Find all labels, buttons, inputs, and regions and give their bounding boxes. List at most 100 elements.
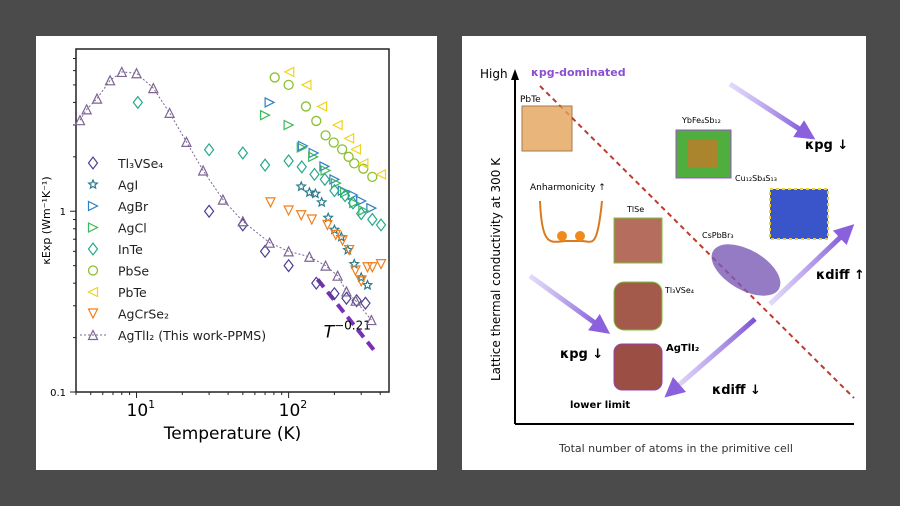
- data-point-Tl3VSe4: [329, 286, 340, 301]
- data-point-AgTlI2: [320, 259, 332, 271]
- data-point-AgTlI2: [164, 107, 176, 119]
- data-point-PbTe: [375, 168, 387, 180]
- pbte-structure: [521, 105, 573, 152]
- left-chart-panel: 101 102 1 0.1 Temperature (K) κExp (Wm⁻¹K⁻¹) T…: [36, 36, 437, 470]
- y-axis-arrow-icon: [511, 69, 519, 80]
- data-point-AgCl: [320, 165, 332, 176]
- data-point-AgTlI2: [81, 103, 93, 115]
- data-point-Tl3VSe4: [203, 204, 215, 219]
- data-point-AgTlI2: [350, 294, 362, 306]
- data-point-PbSe: [367, 171, 378, 182]
- cu12sb4s13-label: Cu₁₂Sb₄S₁₃: [735, 174, 777, 183]
- data-point-AgTlI2: [104, 74, 116, 86]
- legend-label-AgI: AgI: [118, 178, 138, 193]
- kpg-label-top: κpg ↓: [805, 138, 848, 153]
- high-label: High: [480, 67, 508, 81]
- data-point-Tl3VSe4: [360, 296, 371, 311]
- data-point-PbSe: [343, 151, 354, 162]
- legend-marker-AgTlI2: [87, 329, 99, 341]
- data-point-InTe: [283, 154, 294, 168]
- legend-marker-InTe: [87, 242, 99, 256]
- legend-marker-AgBr: [87, 200, 99, 212]
- data-point-AgTlI2: [147, 82, 159, 94]
- data-point-InTe: [329, 183, 340, 198]
- kdiff-increase-arrow: [768, 224, 855, 306]
- cspbbr3-structure: [711, 244, 781, 296]
- data-point-AgBr: [264, 96, 276, 108]
- kpg-label-left: κpg ↓: [560, 347, 603, 362]
- data-point-PbTe: [283, 66, 295, 78]
- data-point-AgCrSe2: [306, 214, 318, 226]
- agtli2-label: AgTlI₂: [666, 343, 699, 354]
- data-point-AgI: [328, 223, 341, 235]
- kpg-decrease-arrow-left: [528, 273, 611, 334]
- data-point-Tl3VSe4: [283, 258, 294, 273]
- y-tick-label: 1: [60, 207, 66, 218]
- data-point-AgTlI2: [181, 136, 192, 147]
- boundary-dashed-line: [539, 85, 855, 399]
- x-axis-label: Temperature (K): [163, 424, 302, 444]
- data-point-AgTlI2: [303, 250, 315, 262]
- x-axis-label: Total number of atoms in the primitive c…: [558, 442, 793, 455]
- data-point-AgBr: [319, 160, 331, 172]
- data-point-PbTe: [357, 157, 369, 169]
- data-point-InTe: [259, 158, 271, 172]
- data-point-AgCrSe2: [330, 229, 342, 241]
- data-point-InTe: [319, 172, 331, 187]
- series-line-AgTlI2: [79, 71, 372, 321]
- data-point-AgTlI2: [365, 314, 377, 326]
- data-point-AgTlI2: [332, 269, 344, 281]
- data-point-InTe: [296, 160, 308, 174]
- data-point-AgTlI2: [197, 164, 209, 176]
- data-point-PbTe: [316, 100, 328, 112]
- plot-frame: [75, 48, 390, 393]
- legend-marker-PbTe: [87, 286, 99, 298]
- data-point-AgI: [295, 180, 307, 192]
- right-diagram-panel: High κpg-dominated Lattice thermal condu…: [462, 36, 866, 470]
- data-point-AgCl: [330, 177, 342, 189]
- data-point-AgCl: [283, 119, 295, 131]
- data-point-InTe: [355, 206, 367, 221]
- kdiff-label-down: κdiff ↓: [712, 383, 761, 398]
- data-point-AgBr: [356, 195, 368, 207]
- data-point-AgCrSe2: [265, 197, 276, 209]
- atom-icon: [557, 231, 567, 241]
- data-point-AgCl: [259, 109, 271, 121]
- legend-label-PbTe: PbTe: [118, 285, 147, 300]
- x-tick-label: 102: [279, 398, 308, 421]
- power-law-annotation: T−0.21: [324, 319, 371, 343]
- data-point-AgI: [303, 186, 316, 198]
- data-point-PbSe: [300, 101, 312, 112]
- data-point-AgCrSe2: [337, 235, 348, 247]
- atom-icon: [575, 231, 585, 241]
- data-point-AgTlI2: [74, 114, 86, 126]
- x-tick-label: 101: [127, 398, 156, 421]
- data-point-PbTe: [331, 119, 343, 131]
- double-well-potential-icon: [539, 200, 603, 243]
- kpg-decrease-arrow-top: [728, 81, 816, 140]
- data-point-PbTe: [300, 79, 312, 91]
- agtli2-structure: [613, 343, 663, 391]
- legend-label-AgCl: AgCl: [118, 221, 147, 236]
- data-point-AgCrSe2: [321, 219, 333, 231]
- ybfe4sb12-label: YbFe₄Sb₁₂: [681, 116, 721, 125]
- data-point-AgI: [309, 187, 322, 199]
- data-point-AgCl: [349, 197, 361, 209]
- legend-label-AgTlI2: AgTlI₂ (This work-PPMS): [118, 328, 266, 343]
- data-point-AgTlI2: [91, 92, 103, 104]
- tlse-label: TlSe: [626, 205, 644, 214]
- data-point-PbSe: [358, 163, 369, 174]
- data-point-AgTlI2: [131, 67, 142, 79]
- data-point-AgTlI2: [116, 66, 128, 78]
- data-point-AgCrSe2: [349, 265, 361, 277]
- data-point-Tl3VSe4: [259, 244, 271, 259]
- lower-limit-label: lower limit: [570, 400, 630, 411]
- data-point-InTe: [367, 212, 378, 227]
- data-point-Tl3VSe4: [237, 218, 249, 232]
- cspbbr3-label: CsPbBr₃: [702, 231, 734, 240]
- data-point-PbSe: [337, 144, 348, 155]
- y-tick-label: 0.1: [50, 388, 66, 399]
- data-point-AgCrSe2: [295, 210, 307, 222]
- data-point-PbSe: [269, 72, 280, 83]
- data-point-AgBr: [297, 140, 309, 152]
